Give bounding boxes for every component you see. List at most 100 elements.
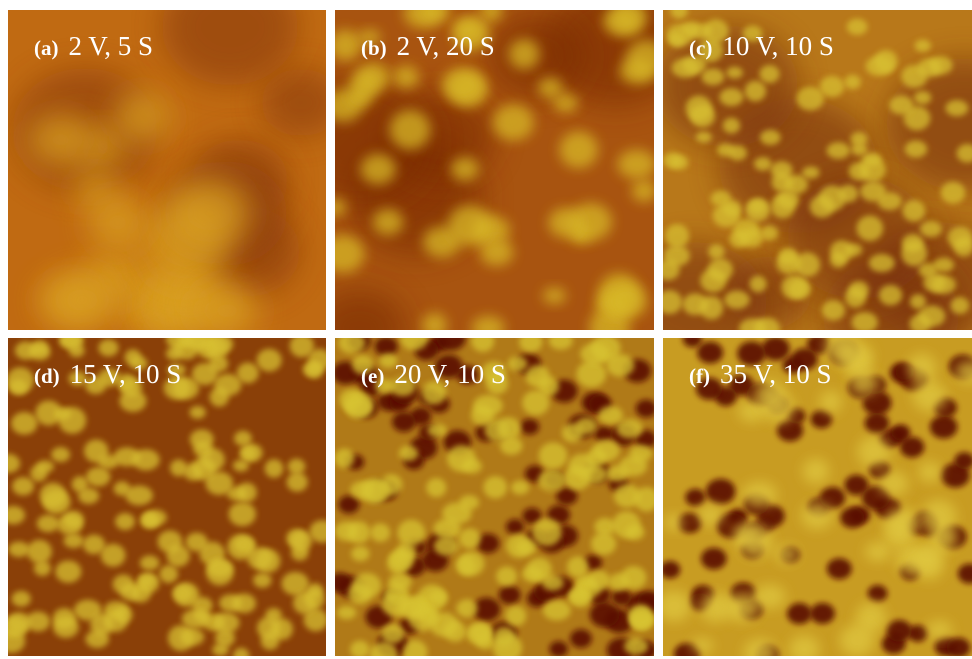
grain: [242, 444, 263, 462]
grain: [754, 157, 772, 171]
grain: [874, 50, 897, 73]
grain: [247, 547, 273, 569]
grain: [849, 371, 878, 395]
grain: [8, 542, 29, 557]
dark-pit: [947, 638, 971, 658]
grain: [182, 609, 209, 628]
grain: [559, 131, 598, 168]
grain: [802, 166, 820, 178]
grain: [428, 424, 447, 438]
grain: [729, 145, 747, 160]
grain: [810, 195, 835, 218]
panel-label: (d)15 V, 10 S: [34, 359, 181, 389]
grain: [288, 459, 306, 475]
grain: [822, 300, 845, 320]
grain: [840, 624, 875, 656]
grain: [37, 515, 59, 532]
grain: [506, 606, 527, 626]
grain: [777, 190, 800, 209]
grain: [754, 585, 786, 609]
grain: [27, 540, 52, 563]
grain: [141, 514, 159, 529]
grain: [12, 591, 31, 607]
grain: [140, 555, 160, 570]
grain: [587, 570, 611, 590]
grain: [381, 624, 404, 643]
panel-label: (b)2 V, 20 S: [361, 31, 495, 61]
grain: [603, 8, 640, 36]
grain: [511, 480, 529, 494]
panel-label: (c)10 V, 10 S: [689, 31, 834, 61]
grain: [508, 356, 528, 371]
grain: [334, 449, 354, 469]
grain: [794, 252, 820, 276]
grain: [237, 363, 259, 384]
grain: [885, 508, 919, 535]
grain: [719, 88, 743, 106]
grain: [742, 482, 777, 507]
grain: [827, 142, 851, 159]
grain: [397, 520, 425, 546]
dark-pit: [520, 419, 539, 435]
grain: [132, 449, 160, 470]
grain: [470, 624, 492, 642]
grain: [125, 486, 153, 506]
grain: [606, 354, 634, 376]
grain: [28, 114, 94, 166]
grain: [167, 545, 190, 567]
grain: [349, 70, 379, 99]
grain: [708, 258, 733, 281]
grain: [617, 150, 656, 179]
panel-caption: 2 V, 20 S: [397, 31, 495, 61]
grain: [696, 131, 712, 142]
grain: [568, 454, 596, 477]
grain: [493, 627, 515, 648]
grain: [760, 226, 778, 241]
dark-pit: [701, 548, 727, 570]
grain: [456, 599, 477, 617]
grain: [253, 573, 271, 588]
grain: [803, 458, 829, 484]
panel-caption: 10 V, 10 S: [722, 31, 834, 61]
grain: [839, 185, 859, 203]
grain: [214, 374, 241, 396]
grain: [724, 291, 750, 309]
grain: [801, 503, 833, 530]
grain: [307, 583, 323, 598]
grain: [159, 565, 178, 583]
grain: [591, 532, 616, 555]
grain: [665, 224, 689, 248]
grain: [539, 442, 568, 468]
grain: [607, 283, 647, 319]
grain: [820, 76, 845, 97]
grain: [616, 419, 642, 438]
grain: [851, 143, 868, 155]
grain: [53, 616, 79, 638]
grain: [562, 423, 583, 442]
grain: [915, 39, 931, 52]
grain: [749, 276, 766, 293]
grain: [194, 284, 259, 337]
grain: [78, 488, 99, 504]
grain: [567, 556, 589, 577]
grain: [234, 431, 252, 446]
grain: [237, 483, 257, 503]
grain: [138, 574, 155, 588]
grain: [856, 216, 883, 241]
grain: [168, 625, 194, 651]
grain: [724, 593, 759, 621]
grain: [912, 381, 946, 412]
grain: [682, 21, 699, 36]
dark-pit: [886, 620, 912, 642]
grain: [926, 621, 952, 639]
grain: [12, 477, 34, 495]
dark-pit: [685, 489, 705, 506]
grain: [426, 478, 446, 497]
grain: [447, 445, 476, 472]
grain: [497, 417, 521, 439]
dark-pit: [840, 507, 864, 528]
grain: [496, 567, 517, 586]
grain: [257, 349, 282, 372]
figure: (a)2 V, 5 S(b)2 V, 20 S(c)10 V, 10 S(d)1…: [0, 0, 972, 659]
grain: [458, 552, 484, 576]
